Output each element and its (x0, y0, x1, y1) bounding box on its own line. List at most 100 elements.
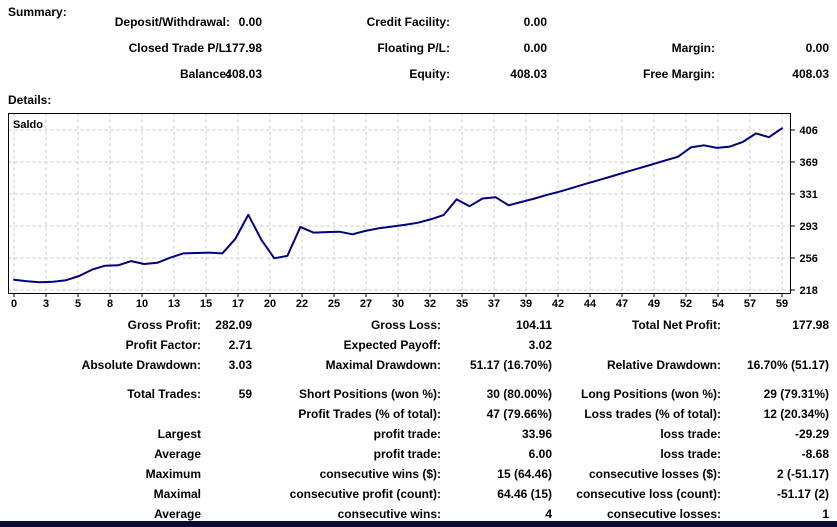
stat-value: 47 (79.66%) (486, 407, 552, 421)
stat-label: Free Margin: (642, 67, 715, 81)
balance-chart-canvas: 0 3 5 8 10 13 15 17 20 22 25 27 30 32 35 37 39 42 44 47 49 52… (8, 113, 818, 310)
x-axis-tick-label: 49 (648, 298, 660, 310)
x-axis-tick-label: 30 (392, 298, 404, 310)
y-axis-tick-label: 293 (800, 221, 818, 233)
stat-value: -51.17 (2) (776, 487, 829, 501)
stat-value: 282.09 (215, 318, 252, 332)
stat-label: loss trade: (660, 447, 721, 461)
stat-label: Short Positions (won %): (299, 387, 441, 401)
stat-label: consecutive loss (count): (576, 487, 721, 501)
stat-value: 30 (80.00%) (486, 387, 552, 401)
stat-value: 29 (79.31%) (763, 387, 829, 401)
stat-label: Maximal Drawdown: (325, 358, 441, 372)
stat-value: 104.11 (515, 318, 552, 332)
stat-value: 16.70% (51.17) (746, 358, 829, 372)
y-axis-tick-label: 406 (800, 125, 818, 137)
stat-label: Gross Profit: (127, 318, 201, 332)
stat-label: loss trade: (660, 427, 721, 441)
x-axis-tick-label: 20 (264, 298, 276, 310)
x-axis-tick-label: 3 (43, 298, 49, 310)
stat-label: Loss trades (% of total): (584, 407, 721, 421)
stats-table-trades: Total Trades: 59 Short Positions (won %): 3… (0, 384, 837, 524)
stat-label: Relative Drawdown: (606, 358, 721, 372)
x-axis-tick-label: 47 (616, 298, 628, 310)
stat-value (205, 444, 260, 464)
stat-label: Expected Payoff: (343, 338, 441, 352)
x-axis-tick-label: 25 (328, 298, 340, 310)
stat-label: Average (154, 447, 201, 461)
stat-label: Maximum (145, 467, 201, 481)
details-section-title: Details: (8, 93, 52, 107)
stat-value: 33.96 (521, 427, 552, 441)
stat-value (205, 464, 260, 484)
y-axis-tick-label: 256 (800, 253, 818, 265)
stat-value: 15 (64.46) (497, 467, 552, 481)
x-axis-tick-label: 37 (488, 298, 500, 310)
stat-value: 3.02 (528, 338, 552, 352)
x-axis-tick-label: 27 (360, 298, 372, 310)
x-axis-tick-label: 10 (136, 298, 148, 310)
stat-value: 3.03 (228, 358, 252, 372)
stat-label: Absolute Drawdown: (81, 358, 201, 372)
stat-label: Long Positions (won %): (581, 387, 721, 401)
stat-value: 0.00 (805, 41, 829, 55)
x-axis-tick-label: 39 (520, 298, 532, 310)
stat-label: profit trade: (373, 447, 441, 461)
stat-label (0, 404, 205, 424)
stat-value: 2.71 (228, 338, 252, 352)
x-axis-tick-label: 22 (296, 298, 308, 310)
x-axis-tick-label: 5 (75, 298, 81, 310)
stat-label: Total Net Profit: (631, 318, 721, 332)
stat-value: 51.17 (16.70%) (469, 358, 552, 372)
stat-value (715, 9, 837, 35)
stat-value (205, 424, 260, 444)
stat-label: Floating P/L: (377, 41, 450, 55)
x-axis-tick-label: 15 (200, 298, 212, 310)
balance-line-series (13, 127, 783, 284)
stat-value: 12 (20.34%) (763, 407, 829, 421)
stat-label: consecutive profit (count): (289, 487, 441, 501)
x-axis-tick-label: 44 (584, 298, 597, 310)
stat-value: 408.03 (792, 67, 829, 81)
stat-value: 177.98 (225, 41, 262, 55)
stat-value: 64.46 (15) (497, 487, 552, 501)
stat-value: -8.68 (801, 447, 829, 461)
stat-value: 0.00 (523, 15, 547, 29)
stat-label: Maximal (153, 487, 201, 501)
window-bottom-edge (0, 521, 837, 527)
stat-label (560, 335, 725, 355)
y-axis-tick-label: 331 (800, 189, 818, 201)
stat-label: Average (154, 507, 201, 521)
summary-section-title: Summary: (8, 5, 67, 19)
x-axis-tick-label: 54 (712, 298, 725, 310)
x-axis-tick-label: 32 (424, 298, 436, 310)
stat-value: 59 (238, 387, 252, 401)
x-axis-tick-label: 52 (680, 298, 692, 310)
stat-value: 0.00 (238, 15, 262, 29)
stat-value: 6.00 (528, 447, 552, 461)
stat-value: 0.00 (523, 41, 547, 55)
x-axis-tick-label: 17 (232, 298, 244, 310)
chart-legend-label: Saldo (13, 119, 43, 131)
y-axis-tick-label: 369 (800, 157, 818, 169)
stats-table-profit: Gross Profit: 282.09 Gross Loss: 104.11 Tota… (0, 315, 837, 375)
x-axis-tick-label: 59 (776, 298, 788, 310)
stat-label: Equity: (409, 67, 450, 81)
x-axis-tick-label: 42 (552, 298, 564, 310)
stat-value: 177.98 (792, 318, 829, 332)
stat-value: 408.03 (510, 67, 547, 81)
stat-value: 4 (545, 507, 552, 521)
stat-label (555, 9, 715, 35)
stat-value: -29.29 (794, 427, 829, 441)
stat-label: Deposit/Withdrawal: (114, 15, 230, 29)
stat-label: Profit Factor: (125, 338, 201, 352)
stat-label: consecutive wins: (337, 507, 441, 521)
stat-value: 408.03 (225, 67, 262, 81)
stat-label: Closed Trade P/L: (128, 41, 230, 55)
stat-label: Total Trades: (127, 387, 201, 401)
stat-label: Largest (157, 427, 201, 441)
stat-label: Margin: (671, 41, 715, 55)
stat-label: Balance: (179, 67, 230, 81)
stat-value (725, 335, 837, 355)
